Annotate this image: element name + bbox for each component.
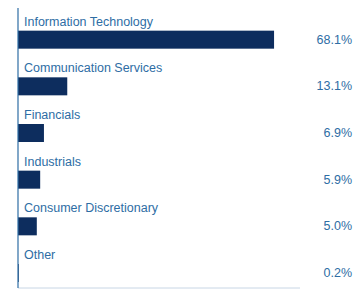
category-label: Industrials	[24, 155, 81, 169]
chart-container: Information Technology 68.1% Communication…	[0, 0, 360, 296]
value-label: 68.1%	[317, 33, 352, 47]
category-label: Consumer Discretionary	[24, 201, 159, 215]
chart: Information Technology 68.1% Communication…	[0, 0, 360, 296]
category-label: Other	[24, 248, 55, 262]
value-label: 0.2%	[324, 266, 353, 280]
bar	[18, 217, 37, 235]
category-label: Financials	[24, 108, 80, 122]
bar	[18, 31, 274, 49]
category-label: Information Technology	[24, 15, 154, 29]
category-label: Communication Services	[24, 61, 162, 75]
value-label: 6.9%	[324, 126, 353, 140]
value-label: 5.9%	[324, 173, 353, 187]
value-label: 13.1%	[317, 79, 352, 93]
value-label: 5.0%	[324, 219, 353, 233]
bars	[18, 31, 274, 282]
bar	[18, 171, 40, 189]
baseline	[17, 8, 18, 288]
bar	[18, 77, 67, 95]
x-axis-line	[18, 288, 300, 289]
labels: Information Technology 68.1% Communication…	[24, 15, 352, 280]
bar	[18, 124, 44, 142]
